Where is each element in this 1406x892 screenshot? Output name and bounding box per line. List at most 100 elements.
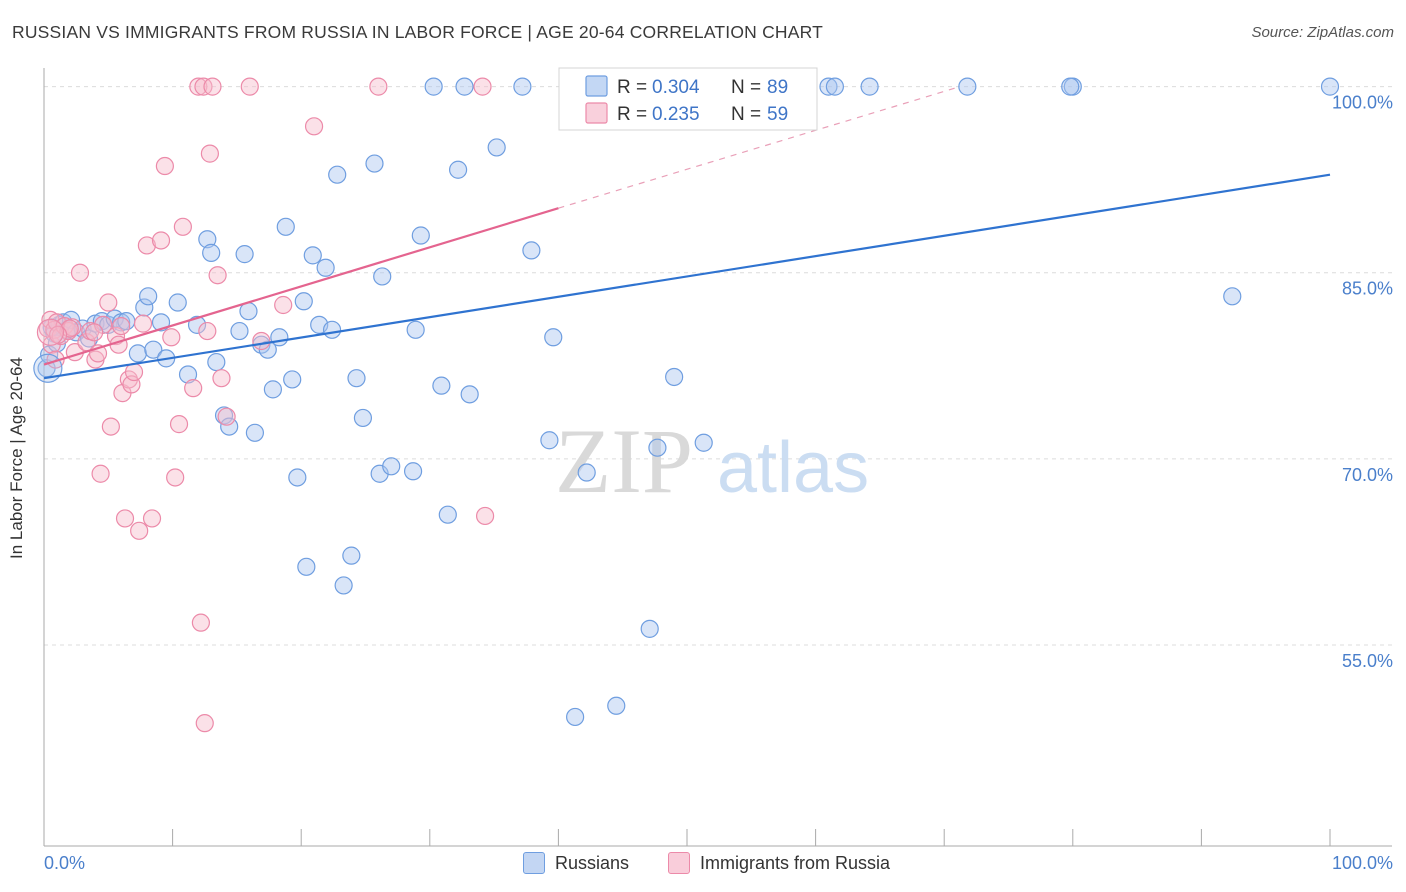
trend-line-immigrants-dashed xyxy=(558,86,961,209)
point-s0-63 xyxy=(448,160,468,179)
point-s0-53 xyxy=(353,408,373,428)
point-s0-83 xyxy=(860,77,879,96)
legend-russians-label: Russians xyxy=(555,852,630,873)
point-s0-57 xyxy=(382,457,401,476)
stats-legend-n-value-0: 89 xyxy=(767,77,788,98)
point-s0-25 xyxy=(178,365,198,384)
point-s0-39 xyxy=(270,328,289,347)
point-s1-37 xyxy=(195,714,214,733)
point-s1-46 xyxy=(189,77,208,96)
point-s1-31 xyxy=(162,328,181,347)
point-s0-27 xyxy=(198,230,217,249)
point-s0-76 xyxy=(424,77,443,96)
point-s1-43 xyxy=(252,331,271,351)
point-s0-49 xyxy=(328,165,347,184)
point-s1-33 xyxy=(169,415,189,434)
legend-russians[interactable]: Russians xyxy=(523,852,629,874)
trend-line-immigrants xyxy=(43,207,559,366)
stats-legend-n-value-1: 59 xyxy=(767,104,788,125)
point-s0-19 xyxy=(135,298,154,317)
point-s0-82 xyxy=(825,77,844,96)
point-s0-21 xyxy=(144,340,163,359)
point-s0-47 xyxy=(316,258,335,277)
point-s1-44 xyxy=(274,295,293,315)
cluster-immigrants xyxy=(36,318,65,346)
trend-lines xyxy=(43,86,1331,380)
watermark-zip: ZIP xyxy=(555,410,693,512)
data-points xyxy=(33,77,1340,733)
y-tick-label-0: 55.0% xyxy=(1342,651,1393,671)
point-s1-40 xyxy=(208,266,227,285)
point-s0-74 xyxy=(665,367,684,387)
point-s1-18 xyxy=(101,417,120,436)
point-s1-55 xyxy=(60,319,79,338)
point-s1-36 xyxy=(191,613,210,632)
point-s1-17 xyxy=(99,293,118,312)
point-s1-41 xyxy=(212,369,231,388)
y-tick-label-1: 70.0% xyxy=(1342,465,1393,485)
point-s1-34 xyxy=(173,217,192,236)
y-tick-label-3: 100.0% xyxy=(1332,93,1393,113)
stats-legend-n-label-0: N = xyxy=(731,77,761,98)
point-s1-38 xyxy=(198,321,217,341)
x-tick-label-0: 0.0% xyxy=(44,853,85,873)
point-s0-71 xyxy=(607,696,626,715)
point-s0-44 xyxy=(297,557,316,576)
point-s1-51 xyxy=(473,77,492,96)
point-s0-68 xyxy=(544,328,563,347)
point-s0-45 xyxy=(303,246,322,265)
point-s0-40 xyxy=(276,217,295,236)
point-s0-88 xyxy=(1061,77,1080,96)
point-s1-48 xyxy=(203,77,222,96)
point-s0-81 xyxy=(819,77,838,96)
y-axis-label: In Labor Force | Age 20-64 xyxy=(7,357,26,559)
point-s1-39 xyxy=(200,144,219,163)
axes xyxy=(43,68,1392,847)
point-s1-26 xyxy=(130,521,149,540)
grid-lines xyxy=(44,86,1392,646)
point-s1-42 xyxy=(217,407,236,426)
point-s1-22 xyxy=(115,509,135,528)
stats-legend-r-label-0: R = xyxy=(617,77,647,98)
stats-legend-n-label-1: N = xyxy=(731,104,761,125)
point-s0-69 xyxy=(566,707,585,727)
point-s0-33 xyxy=(235,245,254,264)
point-s0-75 xyxy=(694,433,713,452)
point-s0-18 xyxy=(128,344,147,363)
trend-line-russians xyxy=(43,173,1331,380)
point-s1-35 xyxy=(184,379,203,398)
point-s0-43 xyxy=(294,292,313,311)
point-s0-70 xyxy=(577,463,596,482)
point-s0-86 xyxy=(1223,287,1242,306)
x-tick-label-1: 100.0% xyxy=(1332,853,1393,873)
point-s0-67 xyxy=(540,431,559,450)
point-s0-54 xyxy=(365,154,384,173)
stats-legend-swatch-1 xyxy=(585,102,608,124)
point-s1-28 xyxy=(142,509,162,528)
point-s1-27 xyxy=(137,236,156,255)
point-s0-35 xyxy=(245,423,265,442)
stats-legend-r-label-1: R = xyxy=(617,104,647,125)
point-s0-26 xyxy=(187,315,207,334)
point-s0-72 xyxy=(640,619,659,638)
point-s0-65 xyxy=(487,138,506,157)
point-s0-59 xyxy=(406,320,425,339)
point-s1-25 xyxy=(124,362,144,382)
point-s0-52 xyxy=(347,369,366,388)
legend-immigrants-label: Immigrants from Russia xyxy=(700,852,891,873)
point-s0-58 xyxy=(403,462,423,481)
point-s0-32 xyxy=(230,321,249,341)
point-s1-53 xyxy=(133,314,153,333)
watermark-atlas: atlas xyxy=(717,428,869,508)
point-s0-51 xyxy=(342,546,361,565)
stats-legend: R = 0.304 N = 89 R = 0.235 N = 59 xyxy=(558,67,818,131)
chart-title: RUSSIAN VS IMMIGRANTS FROM RUSSIA IN LAB… xyxy=(12,22,824,42)
point-s0-28 xyxy=(202,243,221,262)
legend-immigrants[interactable]: Immigrants from Russia xyxy=(668,852,890,874)
point-s1-58 xyxy=(112,316,131,336)
point-s0-78 xyxy=(513,77,532,96)
point-s0-41 xyxy=(283,370,302,389)
point-s1-52 xyxy=(475,506,495,526)
point-s0-24 xyxy=(168,293,187,312)
